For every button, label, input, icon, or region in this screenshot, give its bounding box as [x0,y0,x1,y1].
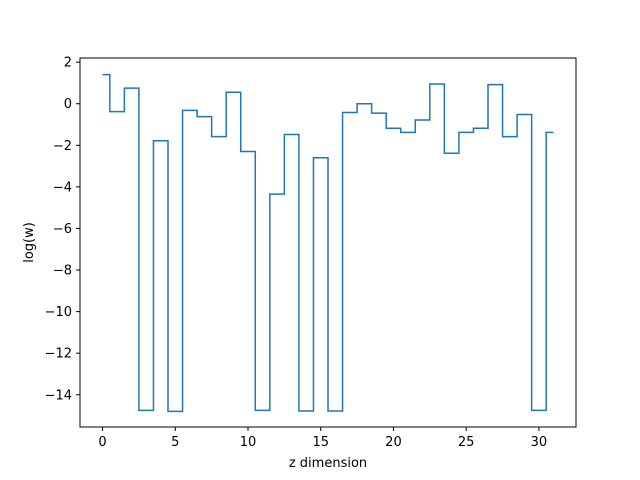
y-tick-label: −2 [53,139,72,154]
y-tick-label: −14 [45,388,72,403]
x-axis-label: z dimension [289,456,367,471]
y-tick-label: 0 [64,97,72,112]
series-line [102,73,554,413]
y-tick-label: −8 [53,264,72,279]
x-tick-label: 30 [531,435,548,450]
y-tick-label: 2 [64,56,72,71]
y-tick-label: −12 [45,347,72,362]
x-tick-label: 0 [98,435,106,450]
x-tick-label: 15 [312,435,329,450]
y-axis-label: log(w) [22,222,37,263]
x-tick-label: 25 [458,435,475,450]
x-tick-label: 10 [240,435,257,450]
y-tick-label: −6 [53,222,72,237]
plot-frame [79,57,577,428]
x-tick-label: 20 [385,435,402,450]
y-tick-label: −10 [45,305,72,320]
series-layer [102,73,554,413]
x-tick-label: 5 [171,435,179,450]
y-tick-label: −4 [53,180,72,195]
